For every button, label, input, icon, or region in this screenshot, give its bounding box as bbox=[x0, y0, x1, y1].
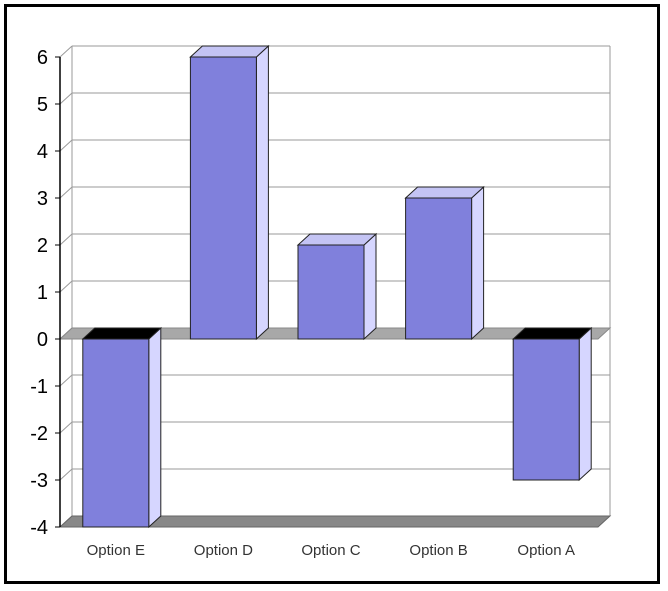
gridline-side bbox=[60, 234, 72, 245]
y-tick-label: 3 bbox=[37, 188, 48, 210]
bar-side bbox=[364, 234, 376, 339]
y-tick-label: -3 bbox=[30, 470, 48, 492]
y-tick-label: -2 bbox=[30, 423, 48, 445]
x-tick-label: Option E bbox=[87, 542, 145, 559]
gridline-side bbox=[60, 46, 72, 57]
gridline-side bbox=[60, 140, 72, 151]
y-tick-label: 4 bbox=[37, 141, 48, 163]
gridline-side bbox=[60, 422, 72, 433]
bar bbox=[83, 339, 149, 527]
y-tick-label: -1 bbox=[30, 376, 48, 398]
bar bbox=[406, 198, 472, 339]
gridline-side bbox=[60, 93, 72, 104]
bar bbox=[298, 245, 364, 339]
gridline-side bbox=[60, 187, 72, 198]
bar-side bbox=[256, 46, 268, 339]
y-tick-label: 6 bbox=[37, 47, 48, 69]
gridline-side bbox=[60, 281, 72, 292]
gridline-side bbox=[60, 375, 72, 386]
gridline-side bbox=[60, 469, 72, 480]
bar-side bbox=[149, 328, 161, 527]
bar-side bbox=[579, 328, 591, 480]
bar-top bbox=[513, 328, 591, 339]
bar bbox=[190, 57, 256, 339]
bar bbox=[513, 339, 579, 480]
y-tick-label: 5 bbox=[37, 94, 48, 116]
bar-top bbox=[190, 46, 268, 57]
x-tick-label: Option A bbox=[517, 542, 575, 559]
x-tick-label: Option D bbox=[194, 542, 253, 559]
y-tick-label: -4 bbox=[30, 517, 48, 539]
x-tick-label: Option C bbox=[301, 542, 360, 559]
bar-top bbox=[83, 328, 161, 339]
x-tick-label: Option B bbox=[409, 542, 467, 559]
bar-top bbox=[406, 187, 484, 198]
y-tick-label: 0 bbox=[37, 329, 48, 351]
y-tick-label: 1 bbox=[37, 282, 48, 304]
y-tick-label: 2 bbox=[37, 235, 48, 257]
bar-side bbox=[472, 187, 484, 339]
bar-top bbox=[298, 234, 376, 245]
